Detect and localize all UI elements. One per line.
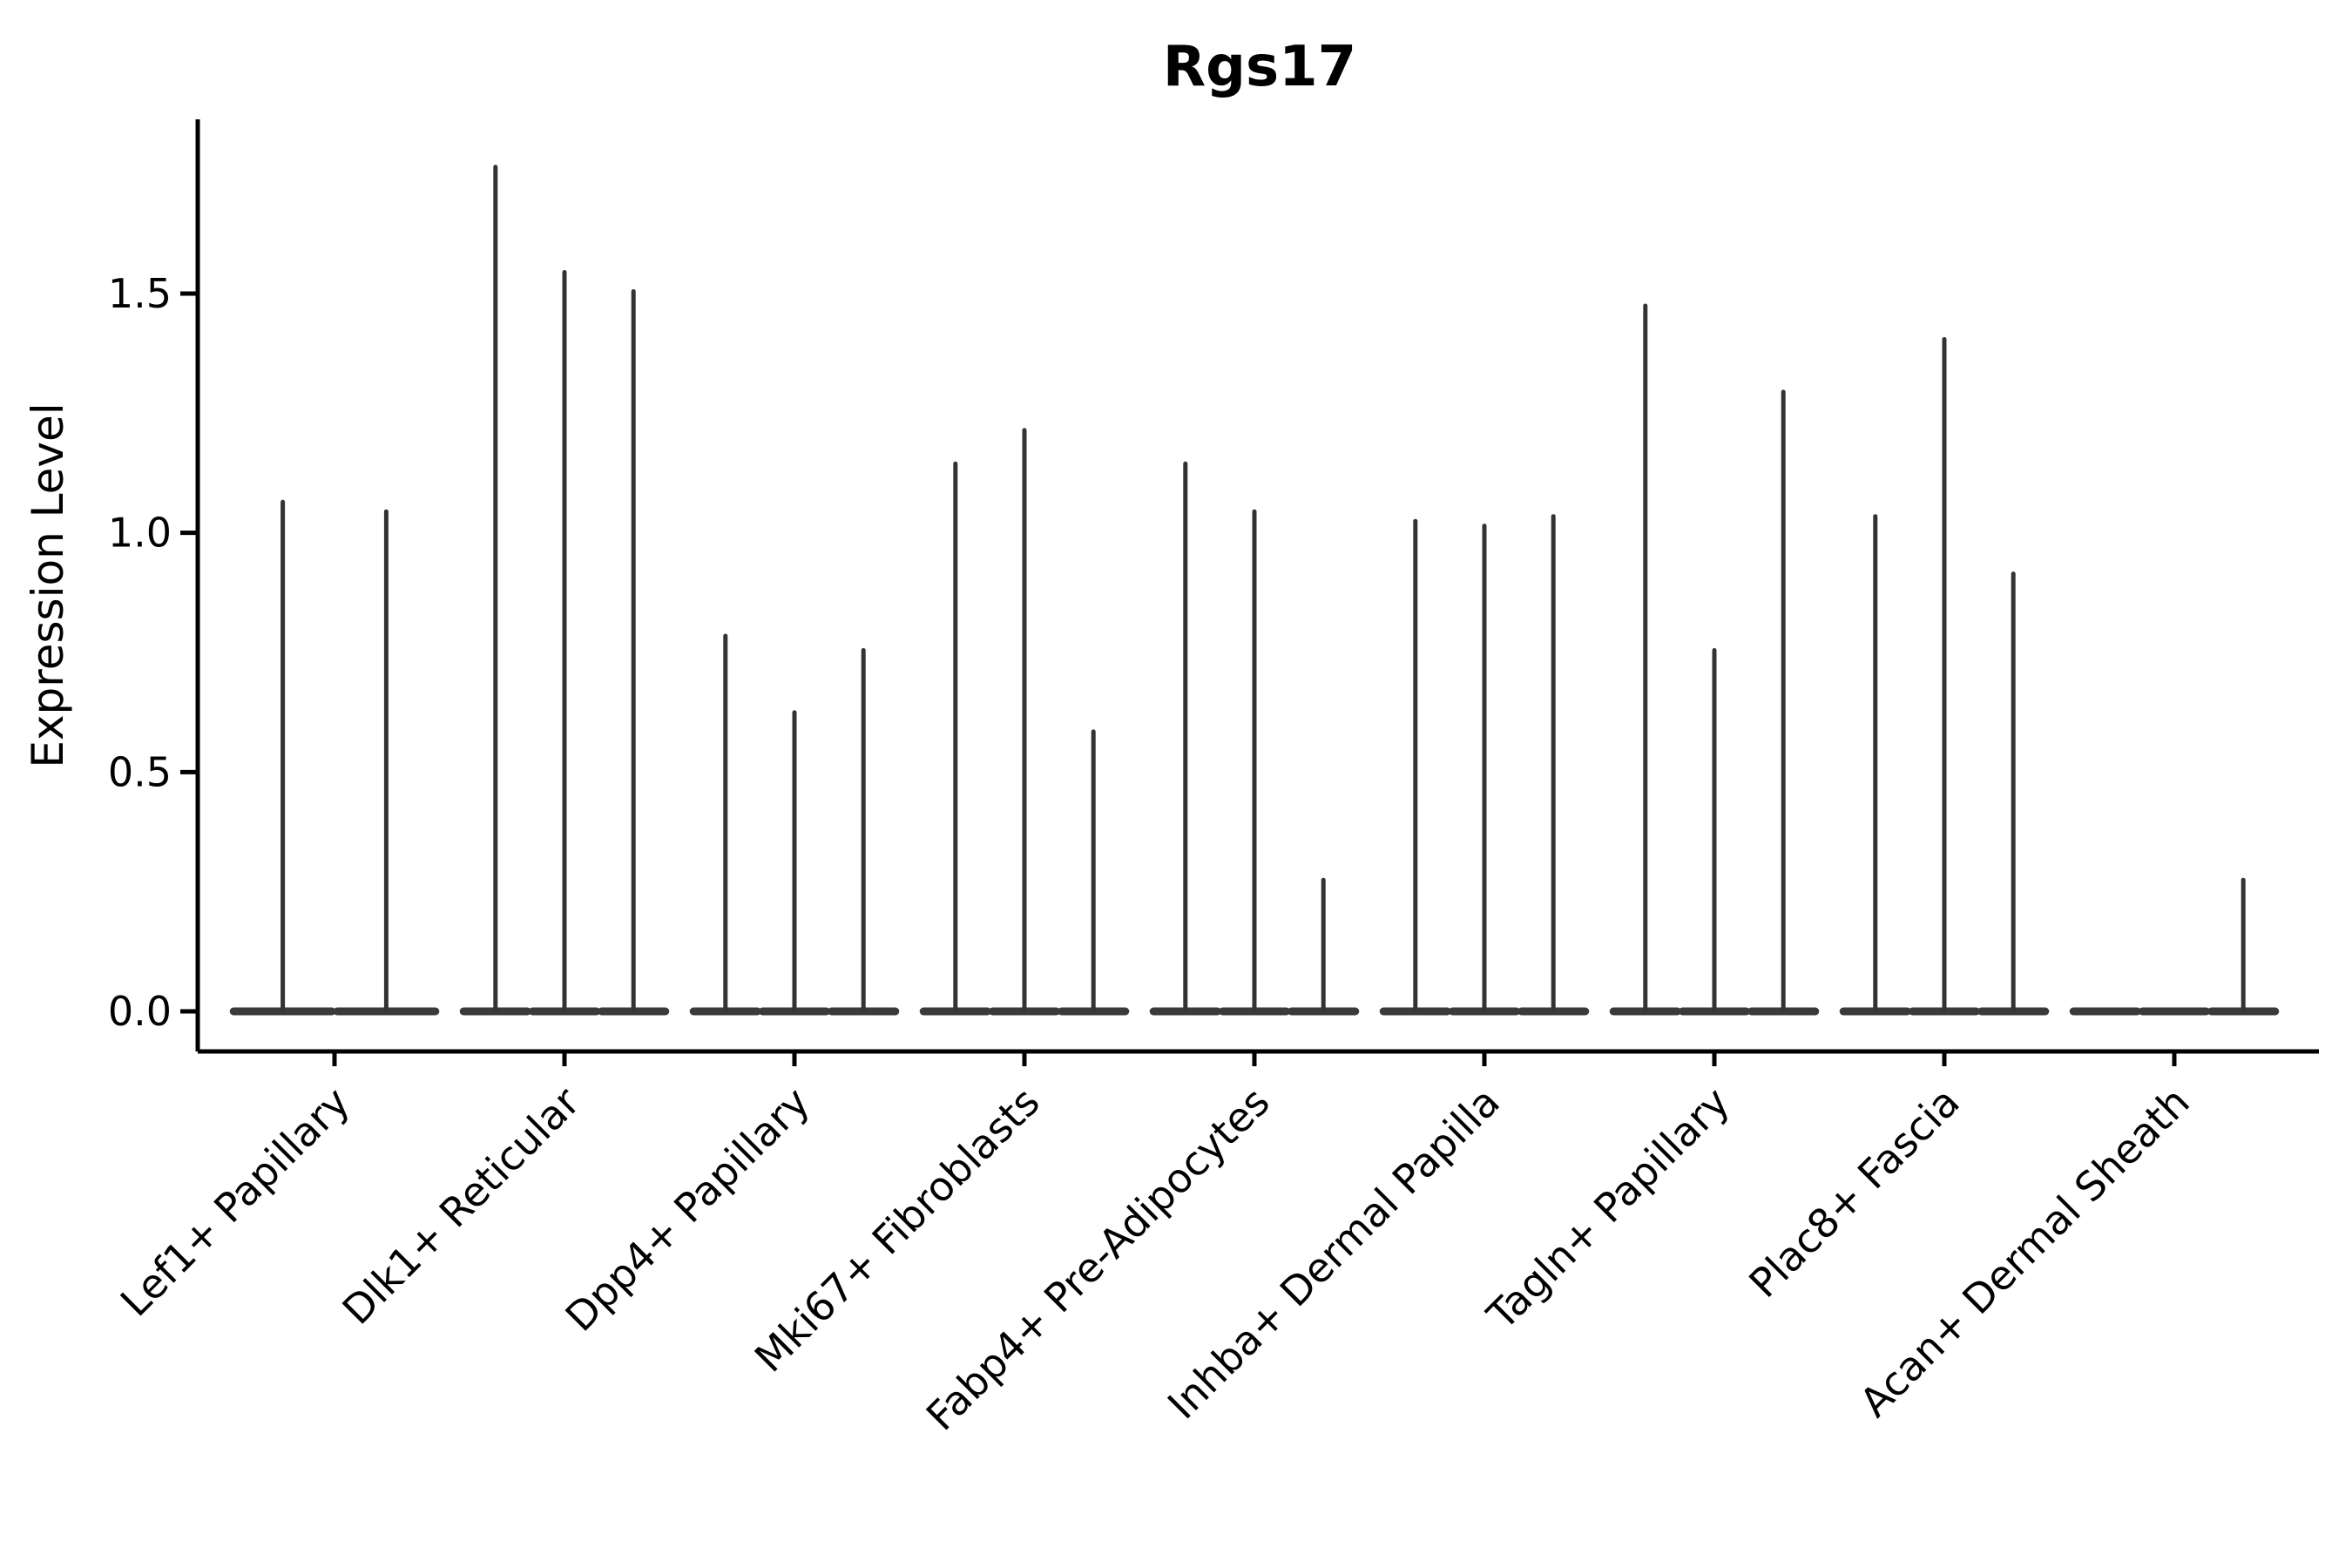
- y-ticks-group: 0.0 0.5 1.0 1.5: [108, 270, 198, 1035]
- y-tick-label: 1.5: [108, 270, 172, 317]
- x-tick-label: Lef1+ Papillary: [112, 1078, 359, 1326]
- violin-category: [1839, 336, 2050, 1016]
- y-tick-label: 0.0: [108, 988, 172, 1035]
- axes-group: [195, 119, 2319, 1054]
- violin-category: [459, 165, 670, 1016]
- violin-category: [1609, 303, 1820, 1016]
- violin-category: [1149, 461, 1360, 1016]
- violin-category: [2069, 877, 2280, 1016]
- violin-category: [689, 633, 900, 1016]
- plot-area: Rgs17 Expression Level 0.0 0.5 1.0 1.5 Lef1…: [23, 35, 2319, 1440]
- violin-category: [1379, 514, 1590, 1016]
- x-tick-label: Plac8+ Fascia: [1740, 1078, 1968, 1307]
- x-tick-label: Tagln+ Papillary: [1477, 1078, 1739, 1340]
- y-tick-label: 0.5: [108, 748, 172, 795]
- violin-category: [229, 499, 440, 1016]
- violins-group: [229, 165, 2280, 1016]
- x-tick-label: Dlk1+ Reticular: [334, 1078, 589, 1334]
- x-tick-label: Dpp4+ Papillary: [557, 1078, 819, 1341]
- chart-title: Rgs17: [1163, 35, 1356, 99]
- y-tick-label: 1.0: [108, 510, 172, 557]
- violin-category: [919, 428, 1130, 1016]
- y-axis-label: Expression Level: [23, 402, 73, 767]
